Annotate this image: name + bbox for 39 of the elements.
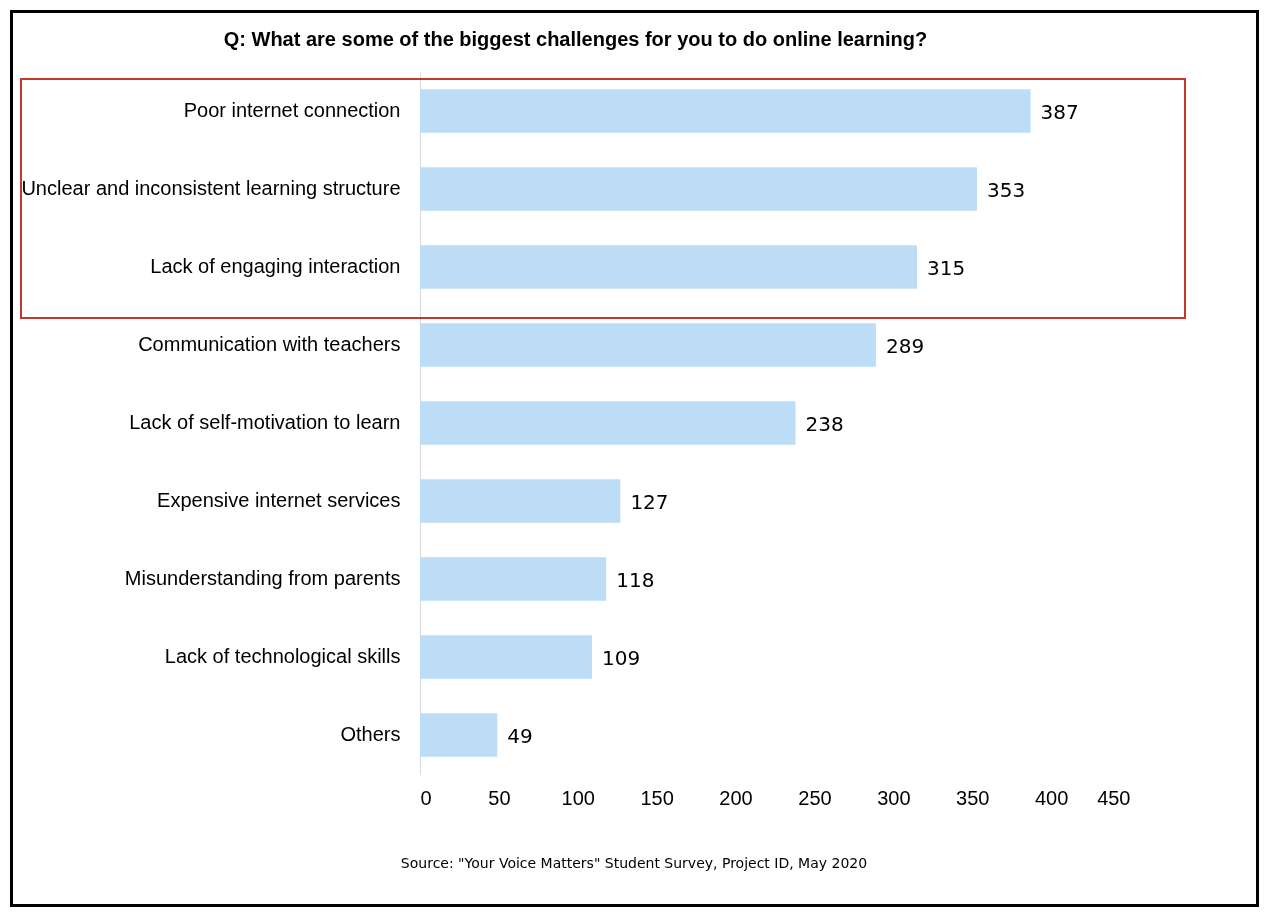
bar xyxy=(420,245,917,289)
x-tick-label: 100 xyxy=(561,786,595,809)
x-tick-label: 0 xyxy=(420,786,432,809)
data-label: 109 xyxy=(601,646,641,670)
bar xyxy=(420,167,977,211)
bar xyxy=(420,713,498,757)
x-tick-label: 50 xyxy=(488,786,511,809)
bar xyxy=(420,401,796,445)
data-label: 315 xyxy=(927,256,966,280)
y-tick-label: Poor internet connection xyxy=(183,99,401,121)
bar xyxy=(420,635,592,679)
y-tick-label: Unclear and inconsistent learning structure xyxy=(21,177,401,199)
bar xyxy=(420,89,1031,133)
x-tick-label: 300 xyxy=(877,786,911,809)
data-label: 118 xyxy=(616,568,655,592)
y-tick-label: Lack of engaging interaction xyxy=(150,255,401,277)
chart-title: Q: What are some of the biggest challenges for you to do online learning? xyxy=(223,28,928,50)
x-tick-label: 350 xyxy=(956,786,990,809)
data-label: 127 xyxy=(630,490,669,514)
x-tick-label: 450 xyxy=(1097,786,1131,809)
y-tick-label: Communication with teachers xyxy=(138,333,401,355)
y-tick-label: Misunderstanding from parents xyxy=(124,567,401,589)
y-tick-label: Lack of self-motivation to learn xyxy=(129,411,401,433)
bar xyxy=(420,557,607,601)
y-tick-label: Expensive internet services xyxy=(157,489,401,511)
y-tick-label: Others xyxy=(340,723,401,745)
data-label: 49 xyxy=(507,724,533,748)
x-tick-label: 150 xyxy=(640,786,674,809)
bar xyxy=(420,323,876,367)
data-label: 289 xyxy=(885,334,925,358)
x-tick-label: 250 xyxy=(798,786,832,809)
data-label: 353 xyxy=(986,178,1026,202)
data-label: 387 xyxy=(1040,100,1079,124)
data-label: 238 xyxy=(805,412,844,436)
y-tick-label: Lack of technological skills xyxy=(164,645,401,667)
source-note: Source: "Your Voice Matters" Student Survey, Project ID, May 2020 xyxy=(399,855,869,871)
x-tick-label: 200 xyxy=(719,786,753,809)
x-tick-label: 400 xyxy=(1034,786,1069,809)
bar xyxy=(420,479,621,523)
